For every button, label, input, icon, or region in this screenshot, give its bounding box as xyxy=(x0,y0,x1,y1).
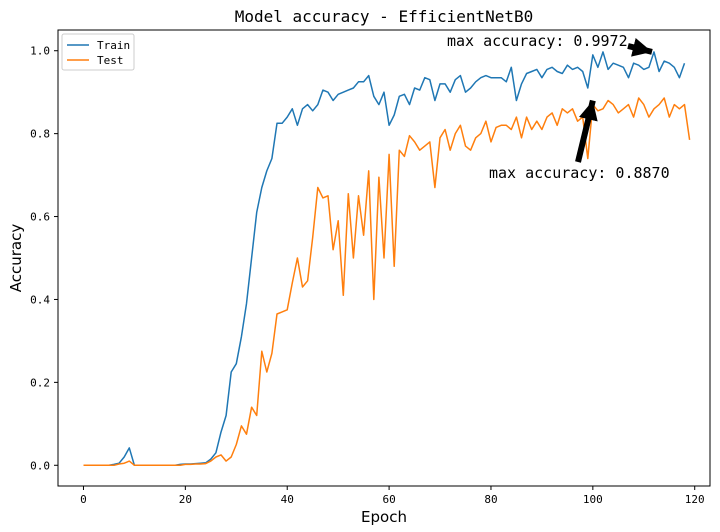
x-tick-label: 20 xyxy=(179,493,192,506)
y-tick-label: 0.4 xyxy=(30,293,50,306)
y-tick-label: 1.0 xyxy=(30,45,50,58)
y-tick-label: 0.2 xyxy=(30,376,50,389)
annotation-arrow-train xyxy=(627,37,653,57)
legend-label-train: Train xyxy=(97,39,130,52)
x-tick-label: 0 xyxy=(80,493,87,506)
plot-area: 0 20 40 60 80 100 120 0.0 0.2 0.4 0.6 0.8 1.0 max acc… xyxy=(30,29,711,506)
x-tick-label: 100 xyxy=(583,493,603,506)
x-tick-label: 60 xyxy=(382,493,395,506)
x-axis-label: Epoch xyxy=(361,508,407,526)
x-tick-label: 40 xyxy=(281,493,294,506)
annotation-test-max: max accuracy: 0.8870 xyxy=(489,164,670,182)
annotation-arrow-test xyxy=(575,99,598,163)
y-tick-label: 0.6 xyxy=(30,211,50,224)
y-tick-label: 0.0 xyxy=(30,459,50,472)
annotation-train-max: max accuracy: 0.9972 xyxy=(447,32,628,50)
y-axis-label: Accuracy xyxy=(7,224,25,293)
x-tick-label: 120 xyxy=(685,493,705,506)
plot-frame xyxy=(57,29,711,487)
legend-label-test: Test xyxy=(97,54,124,67)
legend-box xyxy=(61,33,135,71)
chart-title: Model accuracy - EfficientNetB0 xyxy=(235,7,534,26)
y-tick-label: 0.8 xyxy=(30,128,50,141)
x-tick-label: 80 xyxy=(484,493,497,506)
series-line-test xyxy=(83,97,691,467)
